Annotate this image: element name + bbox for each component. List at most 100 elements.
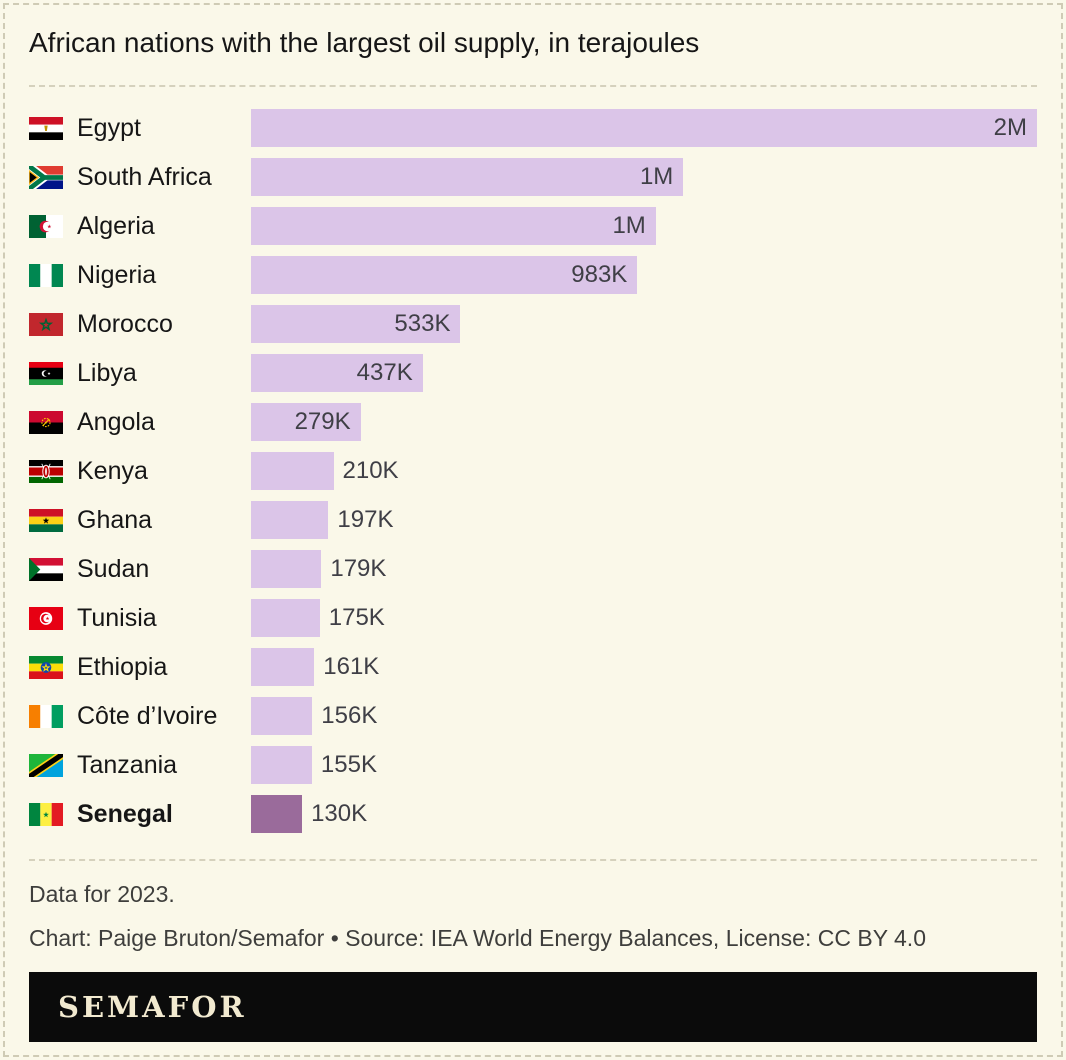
bar-track: 179K — [251, 550, 1037, 589]
bar-track: 155K — [251, 746, 1037, 785]
flag-libya-icon — [29, 361, 63, 385]
chart-row: Morocco 533K — [29, 305, 1037, 344]
country-label: Angola — [77, 407, 155, 436]
row-label-col: Tanzania — [29, 751, 251, 780]
chart-row: Kenya 210K — [29, 452, 1037, 491]
chart-row: South Africa 1M — [29, 158, 1037, 197]
flag-tanzania-icon — [29, 753, 63, 777]
country-label: Morocco — [77, 309, 173, 338]
chart-card: African nations with the largest oil sup… — [3, 3, 1063, 1057]
flag-tunisia-icon — [29, 606, 63, 630]
bar: 1M — [251, 158, 684, 197]
bar — [251, 452, 334, 491]
bar-track: 175K — [251, 599, 1037, 638]
row-label-col: Senegal — [29, 800, 251, 829]
country-label: Tanzania — [77, 750, 178, 779]
bar-track: 437K — [251, 354, 1037, 393]
row-label-col: Sudan — [29, 555, 251, 584]
flag-nigeria-icon — [29, 263, 63, 287]
country-label: Libya — [77, 358, 137, 387]
flag-algeria-icon — [29, 214, 63, 238]
bar-track: 533K — [251, 305, 1037, 344]
chart-row: Algeria 1M — [29, 207, 1037, 246]
chart-row: Ghana 197K — [29, 501, 1037, 540]
bar-track: 2M — [251, 109, 1037, 148]
chart-title: African nations with the largest oil sup… — [29, 27, 700, 58]
chart-row: Tanzania 155K — [29, 746, 1037, 785]
row-label-col: Algeria — [29, 212, 251, 241]
chart-row: Egypt 2M — [29, 109, 1037, 148]
chart-row: Senegal 130K — [29, 795, 1037, 834]
row-label-col: Kenya — [29, 457, 251, 486]
header-divider — [29, 85, 1037, 88]
row-label-col: Egypt — [29, 114, 251, 143]
chart-row: Angola 279K — [29, 403, 1037, 442]
value-label: 1M — [639, 163, 674, 191]
flag-kenya-icon — [29, 459, 63, 483]
row-label-col: Ethiopia — [29, 653, 251, 682]
value-label: 2M — [993, 114, 1027, 142]
bar: 279K — [251, 403, 361, 442]
bar: 2M — [251, 109, 1037, 148]
bar — [251, 795, 303, 834]
country-label: South Africa — [77, 162, 212, 191]
country-label: Kenya — [77, 456, 148, 485]
bar: 1M — [251, 207, 656, 246]
row-label-col: Morocco — [29, 310, 251, 339]
value-label: 1M — [612, 212, 646, 240]
value-label: 210K — [342, 457, 399, 485]
bar-track: 1M — [251, 207, 1037, 246]
country-label: Egypt — [77, 113, 141, 142]
value-label: 179K — [330, 555, 387, 583]
value-label: 156K — [321, 702, 378, 730]
bar-track: 161K — [251, 648, 1037, 687]
chart-row: Tunisia 175K — [29, 599, 1037, 638]
bar — [251, 550, 322, 589]
flag-angola-icon — [29, 410, 63, 434]
value-label: 175K — [328, 604, 385, 632]
country-label: Tunisia — [77, 603, 157, 632]
chart-notes: Data for 2023. Chart: Paige Bruton/Semaf… — [5, 881, 1061, 952]
flag-morocco-icon — [29, 312, 63, 336]
value-label: 983K — [571, 261, 628, 289]
footer-divider — [29, 859, 1037, 862]
value-label: 161K — [323, 653, 380, 681]
bar — [251, 746, 312, 785]
value-label: 533K — [394, 310, 451, 338]
chart-row: Nigeria 983K — [29, 256, 1037, 295]
flag-south-africa-icon — [29, 165, 63, 189]
bar — [251, 648, 315, 687]
value-label: 197K — [337, 506, 394, 534]
chart-row: Ethiopia 161K — [29, 648, 1037, 687]
flag-egypt-icon — [29, 116, 63, 140]
semafor-logo-bar: SEMAFOR — [29, 972, 1037, 1043]
country-label: Nigeria — [77, 260, 157, 289]
semafor-logo: SEMAFOR — [58, 990, 247, 1025]
bar-track: 279K — [251, 403, 1037, 442]
country-label: Algeria — [77, 211, 155, 240]
bar-track: 130K — [251, 795, 1037, 834]
country-label: Côte d’Ivoire — [77, 701, 218, 730]
country-label: Sudan — [77, 554, 150, 583]
chart-header: African nations with the largest oil sup… — [5, 5, 1061, 85]
flag-sudan-icon — [29, 557, 63, 581]
bar-chart: Egypt 2M South Africa 1M Algeria 1M Nige… — [5, 87, 1061, 859]
row-label-col: Côte d’Ivoire — [29, 702, 251, 731]
bar — [251, 697, 313, 736]
chart-row: Libya 437K — [29, 354, 1037, 393]
bar-track: 156K — [251, 697, 1037, 736]
bar-track: 983K — [251, 256, 1037, 295]
bar — [251, 501, 329, 540]
row-label-col: Nigeria — [29, 261, 251, 290]
flag-cote-divoire-icon — [29, 704, 63, 728]
bar — [251, 599, 320, 638]
row-label-col: Tunisia — [29, 604, 251, 633]
chart-row: Côte d’Ivoire 156K — [29, 697, 1037, 736]
bar: 533K — [251, 305, 461, 344]
bar: 983K — [251, 256, 638, 295]
bar-track: 197K — [251, 501, 1037, 540]
flag-senegal-icon — [29, 802, 63, 826]
value-label: 130K — [311, 800, 368, 828]
value-label: 437K — [356, 359, 413, 387]
value-label: 155K — [320, 751, 377, 779]
